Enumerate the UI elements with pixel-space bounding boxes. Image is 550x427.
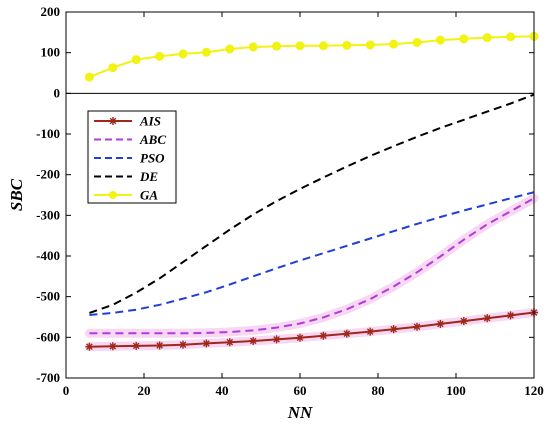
ga-point bbox=[506, 32, 516, 42]
y-tick-label: -600 bbox=[36, 329, 60, 344]
y-tick-label: 100 bbox=[41, 45, 61, 60]
series-layer bbox=[84, 31, 539, 352]
y-tick-label: -100 bbox=[36, 126, 60, 141]
x-tick-label: 0 bbox=[63, 383, 70, 398]
ga-point bbox=[389, 39, 399, 49]
legend: AIS ABC PSO DE GA bbox=[87, 110, 177, 204]
ga-point bbox=[435, 35, 445, 45]
legend-label-pso: PSO bbox=[140, 151, 165, 166]
ga-point bbox=[318, 41, 328, 51]
x-tick-label: 100 bbox=[446, 383, 466, 398]
ga-point bbox=[131, 55, 141, 65]
y-tick-label: -400 bbox=[36, 248, 60, 263]
ais-point bbox=[459, 317, 468, 326]
ga-point bbox=[365, 40, 375, 50]
legend-marker-ga bbox=[109, 191, 117, 199]
x-axis-label: NN bbox=[287, 403, 313, 422]
x-tick-label: 60 bbox=[294, 383, 307, 398]
y-tick-label: 0 bbox=[54, 85, 61, 100]
ga-point bbox=[342, 40, 352, 50]
ais-point bbox=[179, 340, 187, 349]
ais-point bbox=[155, 341, 164, 350]
ga-point bbox=[248, 42, 258, 52]
x-tick-label: 80 bbox=[372, 383, 385, 398]
ais-point bbox=[436, 319, 445, 328]
ais-point bbox=[366, 327, 375, 336]
legend-label-ga: GA bbox=[140, 188, 158, 203]
ais-point bbox=[483, 314, 492, 323]
x-tick-label: 20 bbox=[138, 383, 151, 398]
legend-label-abc: ABC bbox=[139, 132, 166, 147]
y-tick-label: -200 bbox=[36, 167, 60, 182]
ais-point bbox=[202, 339, 211, 348]
ga-point bbox=[84, 72, 94, 82]
ais-point bbox=[132, 341, 141, 350]
ais-point bbox=[225, 338, 234, 347]
y-tick-label: -300 bbox=[36, 207, 60, 222]
ais-point bbox=[85, 342, 94, 351]
abc-series-line bbox=[89, 197, 535, 335]
legend-label-de: DE bbox=[139, 169, 158, 184]
ga-point bbox=[295, 41, 305, 51]
ga-point bbox=[459, 34, 469, 44]
ga-point bbox=[155, 51, 165, 61]
legend-box bbox=[87, 110, 177, 204]
y-tick-label: 200 bbox=[41, 4, 61, 19]
ais-point bbox=[319, 331, 328, 340]
ais-point bbox=[389, 325, 398, 334]
ga-point bbox=[108, 63, 118, 73]
legend-label-ais: AIS bbox=[139, 114, 161, 129]
y-tick-label: -700 bbox=[36, 370, 60, 385]
ga-point bbox=[225, 44, 235, 54]
ga-point bbox=[412, 38, 422, 47]
ais-point bbox=[272, 335, 281, 344]
de-series-line bbox=[89, 93, 535, 314]
y-axis-label: SBC bbox=[7, 178, 26, 211]
ais-point bbox=[342, 329, 351, 338]
ga-point bbox=[272, 41, 282, 51]
legend-marker-ais bbox=[109, 117, 117, 125]
axes: 0 20 40 60 80 100 120 -700 -600 -500 -400 -300 -200 -… bbox=[36, 4, 544, 398]
ais-point bbox=[506, 311, 515, 320]
plot-frame bbox=[65, 11, 535, 379]
ga-point bbox=[178, 49, 188, 59]
y-tick-label: -500 bbox=[36, 289, 60, 304]
ga-point bbox=[201, 47, 211, 57]
x-tick-label: 40 bbox=[216, 383, 229, 398]
x-tick-label: 120 bbox=[524, 383, 544, 398]
ais-point bbox=[249, 336, 258, 345]
ais-point bbox=[296, 333, 304, 342]
ais-point bbox=[413, 322, 421, 331]
ga-point bbox=[482, 33, 492, 43]
ais-point bbox=[108, 342, 117, 351]
